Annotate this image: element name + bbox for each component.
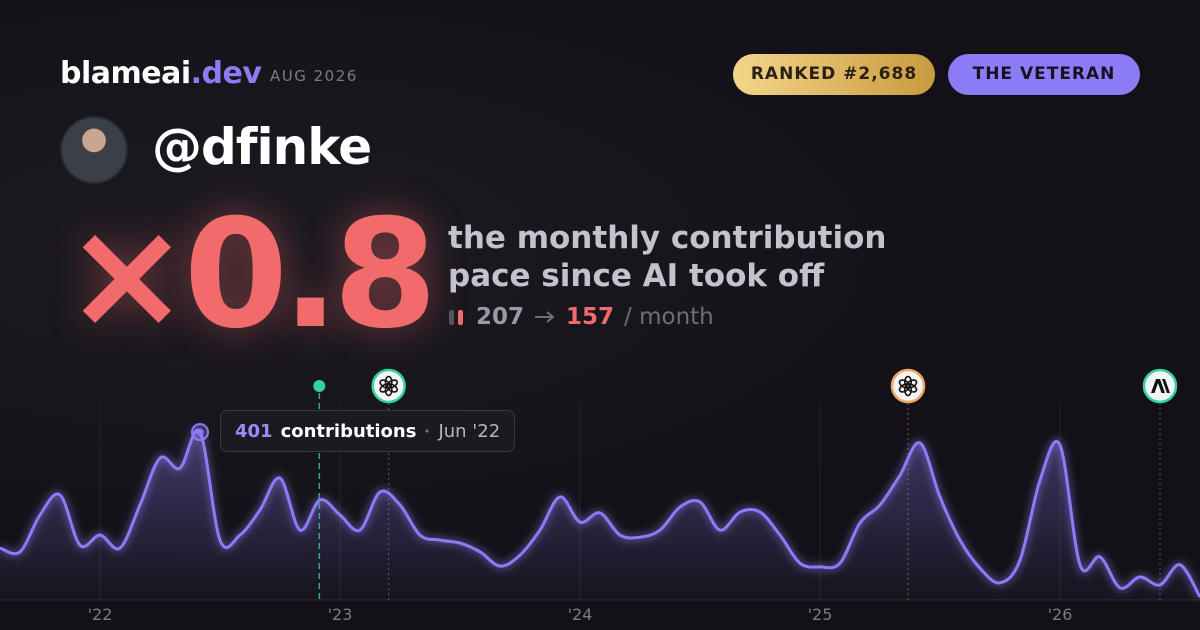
multiplier: ×0.8 [64,188,437,362]
logo-petal [898,379,911,389]
openai-logo [898,375,918,397]
avatar [60,116,128,184]
brand-name: blameai [60,56,191,91]
x-tick-label: '25 [808,605,833,624]
event-icon [371,368,406,404]
description: the monthly contribution [448,220,887,256]
tooltip-value: 401 [235,420,273,442]
logo-petal [379,379,392,389]
x-tick-label: '24 [568,605,593,624]
tooltip-date: Jun '22 [438,420,501,442]
highlight-dot [196,428,204,436]
arrow [535,311,555,323]
anthropic-logo [1151,379,1170,393]
rank-badge: RANKED #2,688 [733,54,935,95]
stats-icon [449,310,463,325]
stats: 207 157 / month [448,304,714,330]
separator [425,429,430,433]
unit: / month [624,304,714,330]
title-badge: THE VETERAN [948,54,1140,95]
x-tick-label: '26 [1048,605,1073,624]
tooltip: 401 contributions Jun '22 [220,410,516,452]
tooltip-label: contributions [280,420,417,442]
openai-logo [379,375,398,397]
date: AUG 2026 [270,67,358,85]
handle: @dfinke [152,118,372,176]
after-value: 157 [566,304,615,330]
before-value: 207 [476,304,525,330]
description: pace since AI took off [448,258,825,294]
event-dot [313,380,326,392]
x-tick-label: '22 [88,605,113,624]
x-tick-label: '23 [328,605,353,624]
event-icon [890,368,926,404]
brand-suffix: .dev [190,56,262,91]
brand: blameai.dev [60,56,262,91]
